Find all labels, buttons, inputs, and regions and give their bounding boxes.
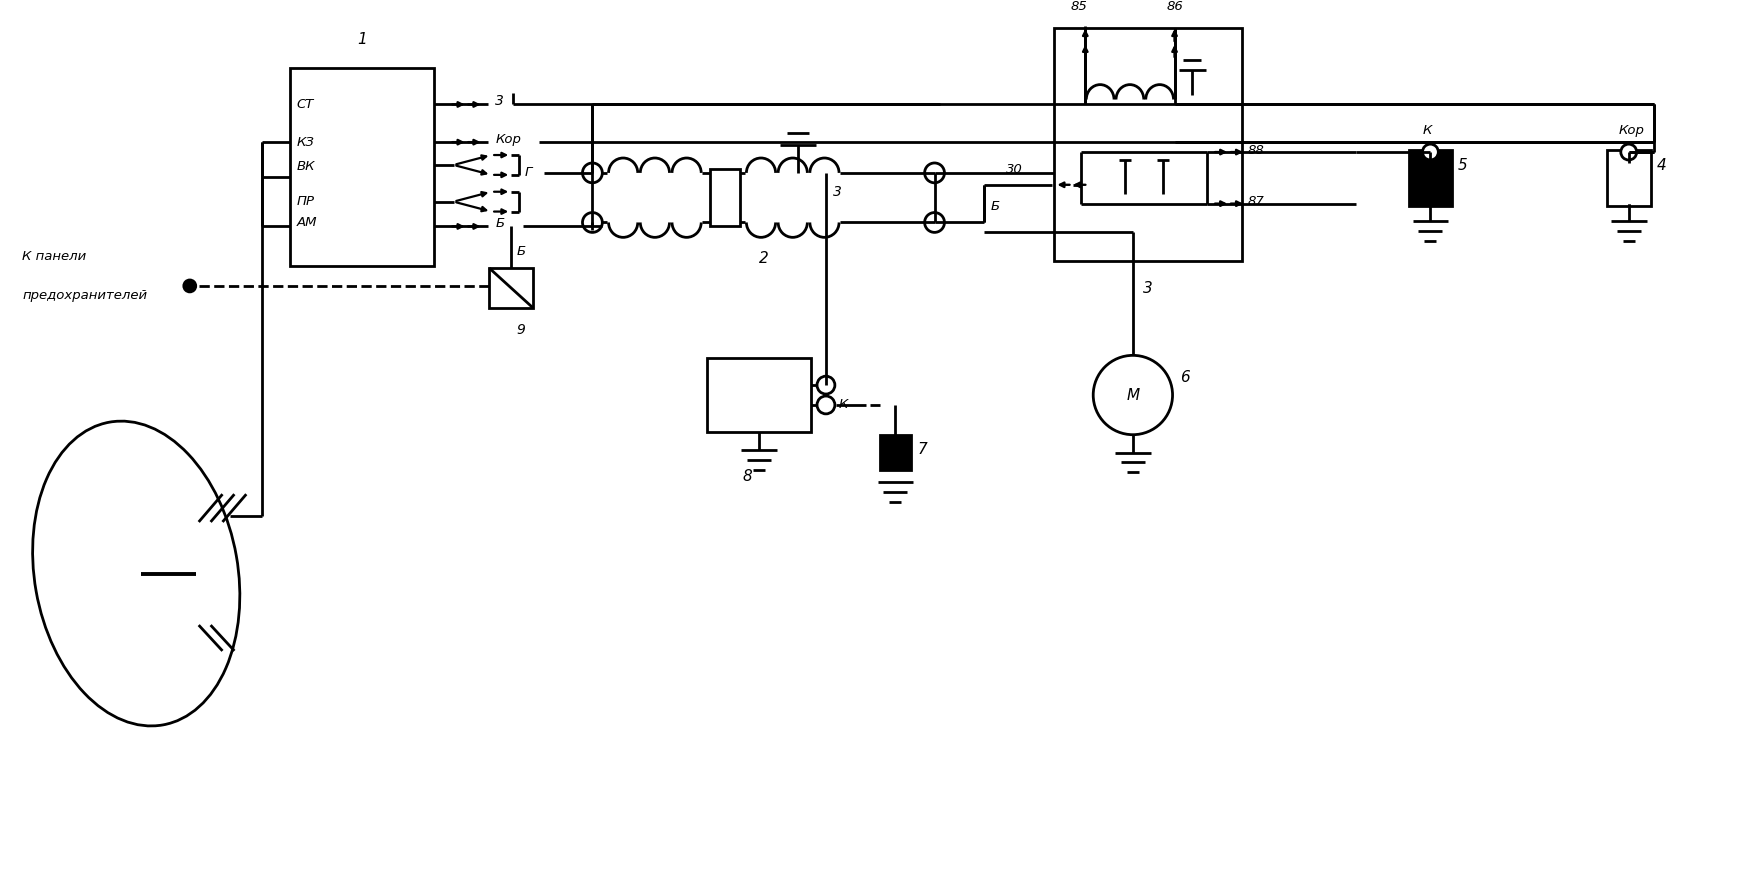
Bar (1607, 150, 1651, 206)
Circle shape (106, 539, 176, 608)
Circle shape (81, 514, 201, 633)
Text: 3: 3 (832, 185, 841, 199)
Text: 8: 8 (743, 470, 752, 484)
Text: 88: 88 (1248, 144, 1265, 157)
Text: 3: 3 (1142, 281, 1153, 296)
Text: Б: Б (495, 217, 505, 230)
Bar (708, 357, 811, 432)
Circle shape (183, 562, 208, 585)
Text: Г: Г (524, 166, 532, 180)
Text: 2: 2 (759, 251, 769, 265)
Text: Кор: Кор (1619, 124, 1644, 137)
Text: 30: 30 (1007, 164, 1023, 176)
Text: 3: 3 (495, 95, 503, 109)
Text: Б: Б (991, 200, 1000, 213)
Text: СТ: СТ (297, 98, 315, 111)
Text: 1: 1 (357, 32, 366, 47)
Text: К панели: К панели (23, 250, 86, 263)
Bar (880, 434, 912, 470)
Circle shape (817, 376, 834, 394)
Circle shape (1422, 145, 1438, 160)
Text: ПР: ПР (297, 195, 315, 208)
Text: 6: 6 (1181, 370, 1190, 385)
Circle shape (183, 280, 195, 292)
Circle shape (55, 486, 229, 661)
Bar (290, 67, 433, 266)
Text: 7: 7 (917, 442, 928, 457)
Circle shape (817, 396, 834, 413)
Text: 86: 86 (1167, 0, 1183, 13)
Text: 5: 5 (1459, 159, 1468, 173)
Circle shape (583, 163, 602, 183)
Text: 4: 4 (1656, 159, 1667, 173)
Bar (489, 268, 533, 307)
Text: Кор: Кор (495, 132, 521, 145)
Circle shape (924, 163, 945, 183)
Text: 85: 85 (1070, 0, 1088, 13)
Text: Б: Б (517, 244, 526, 258)
Bar (1054, 28, 1243, 261)
Text: АМ: АМ (297, 216, 317, 229)
Circle shape (583, 213, 602, 232)
Text: 87: 87 (1248, 195, 1265, 208)
Bar (711, 169, 741, 226)
Ellipse shape (33, 421, 239, 726)
Text: К: К (1422, 124, 1433, 137)
Circle shape (924, 213, 945, 232)
Text: предохранителей: предохранителей (23, 289, 148, 302)
Text: 9: 9 (516, 322, 524, 336)
Circle shape (1621, 145, 1637, 160)
Text: КЗ: КЗ (297, 136, 315, 149)
Text: ВК: ВК (297, 160, 315, 173)
Text: К: К (840, 399, 848, 412)
Text: M: M (1126, 387, 1139, 403)
Circle shape (1093, 356, 1172, 434)
Bar (1408, 150, 1452, 206)
